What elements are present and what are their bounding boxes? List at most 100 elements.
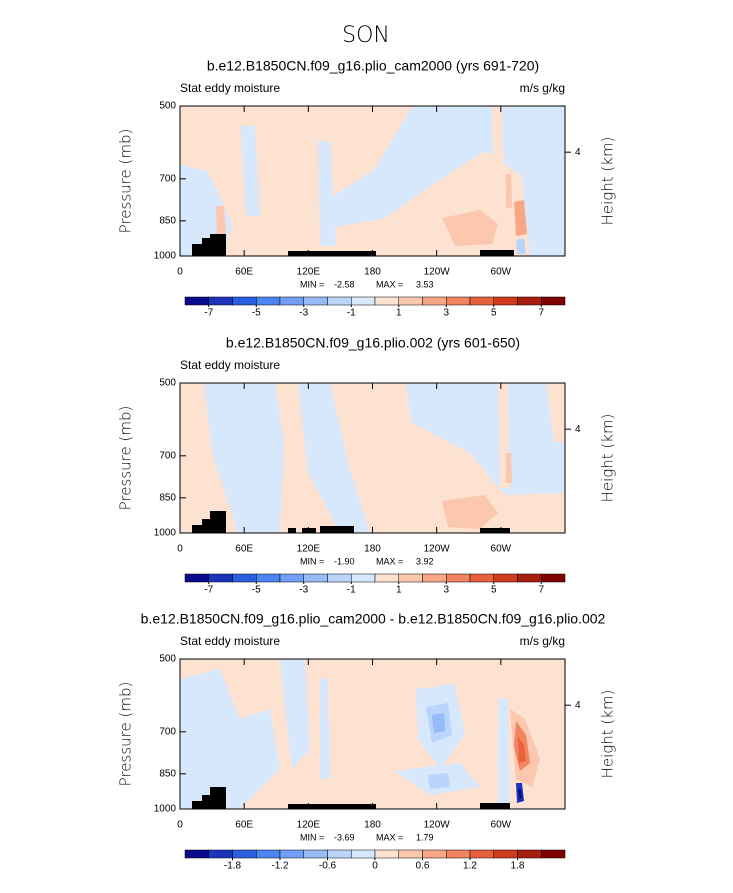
colorbar-tick-label: -3 — [299, 308, 308, 319]
colorbar-box — [374, 296, 399, 306]
x-tick-label: 60E — [235, 267, 253, 278]
contour-fill — [514, 200, 527, 236]
colorbar-box — [541, 849, 566, 859]
colorbar-box — [184, 573, 209, 583]
y-tick-label: 500 — [159, 378, 176, 389]
colorbar-box — [541, 573, 566, 583]
colorbar-tick-label: -1 — [347, 585, 356, 596]
contour-fill — [498, 699, 510, 809]
y2-axis-label: Height (km) — [599, 137, 617, 226]
colorbar-tick-label: 0 — [372, 861, 378, 872]
topography — [480, 528, 510, 533]
colorbar-box — [351, 573, 376, 583]
y2-axis-label: Height (km) — [599, 690, 617, 779]
colorbar-box — [469, 849, 494, 859]
colorbar-box — [446, 573, 471, 583]
colorbar-box — [208, 849, 233, 859]
colorbar-tick-label: -1.2 — [271, 861, 289, 872]
panel-title: b.e12.B1850CN.f09_g16.plio.002 (yrs 601-… — [226, 335, 520, 351]
x-tick-label: 60E — [235, 820, 253, 831]
x-tick-label: 120W — [424, 820, 451, 831]
colorbar-tick-label: 3 — [443, 308, 449, 319]
panel: b.e12.B1850CN.f09_g16.plio_cam2000 - b.e… — [117, 611, 617, 872]
colorbar-tick-label: 1 — [396, 308, 402, 319]
colorbar-box — [327, 849, 352, 859]
colorbar-box — [303, 573, 328, 583]
colorbar-tick-label: 5 — [491, 585, 497, 596]
contour-fill — [516, 238, 526, 254]
contour-fill — [240, 126, 260, 216]
colorbar-box — [517, 296, 542, 306]
right-label: m/s g/kg — [520, 634, 565, 648]
colorbar-box — [469, 296, 494, 306]
contour-fill — [506, 453, 512, 483]
left-label: Stat eddy moisture — [180, 358, 280, 372]
contour-fill — [320, 679, 330, 779]
stat-value: -3.69 — [334, 832, 355, 842]
topography — [302, 528, 316, 533]
colorbar-tick-label: -5 — [252, 585, 261, 596]
colorbar-tick-label: 1 — [396, 585, 402, 596]
y-axis-label: Pressure (mb) — [117, 129, 135, 234]
x-tick-label: 120E — [297, 544, 321, 555]
colorbar-box — [279, 573, 304, 583]
x-tick-label: 60E — [235, 544, 253, 555]
x-tick-label: 180 — [364, 820, 381, 831]
colorbar-tick-label: -1.8 — [224, 861, 242, 872]
topography — [202, 519, 210, 533]
stat-value: 1.79 — [416, 832, 434, 842]
colorbar-tick-label: -3 — [299, 585, 308, 596]
y2-tick-label: 4 — [575, 147, 581, 158]
colorbar-box — [422, 296, 447, 306]
y-tick-label: 850 — [159, 215, 176, 226]
colorbar-box — [256, 849, 281, 859]
stat-label: MIN = — [300, 832, 324, 842]
stat-label: MAX = — [376, 832, 403, 842]
plot-area — [180, 383, 565, 533]
topography — [480, 803, 510, 809]
y-tick-label: 850 — [159, 768, 176, 779]
colorbar-box — [517, 573, 542, 583]
x-tick-label: 0 — [177, 267, 183, 278]
contour-fill — [506, 174, 512, 208]
x-tick-label: 120W — [424, 267, 451, 278]
y-tick-label: 700 — [159, 450, 176, 461]
y-tick-label: 850 — [159, 492, 176, 503]
topography — [202, 795, 210, 809]
x-tick-label: 120E — [297, 267, 321, 278]
stat-label: MIN = — [300, 556, 324, 566]
contour-fill — [442, 495, 498, 529]
colorbar-box — [232, 849, 257, 859]
y-tick-label: 1000 — [154, 251, 177, 262]
y-axis-label: Pressure (mb) — [117, 406, 135, 511]
colorbar-box — [232, 573, 257, 583]
contour-fill — [180, 669, 280, 809]
contour-fill — [216, 206, 226, 236]
stat-label: MAX = — [376, 279, 403, 289]
panel: b.e12.B1850CN.f09_g16.plio_cam2000 (yrs … — [117, 58, 617, 319]
y-axis-label: Pressure (mb) — [117, 682, 135, 787]
stat-value: -1.90 — [334, 556, 355, 566]
colorbar-box — [279, 296, 304, 306]
x-tick-label: 180 — [364, 267, 381, 278]
y-tick-label: 1000 — [154, 528, 177, 539]
contour-fill — [326, 106, 565, 256]
x-tick-label: 60W — [491, 820, 512, 831]
colorbar-tick-label: 7 — [538, 585, 544, 596]
topography — [192, 244, 202, 256]
topography — [202, 238, 210, 256]
colorbar-tick-label: 5 — [491, 308, 497, 319]
colorbar-box — [374, 573, 399, 583]
colorbar-tick-label: 7 — [538, 308, 544, 319]
x-tick-label: 0 — [177, 544, 183, 555]
colorbar-box — [208, 296, 233, 306]
colorbar-tick-label: 0.6 — [416, 861, 430, 872]
colorbar-tick-label: -7 — [204, 308, 213, 319]
topography — [210, 234, 226, 256]
colorbar-tick-label: 1.8 — [511, 861, 525, 872]
colorbar-box — [541, 296, 566, 306]
topography — [288, 804, 376, 809]
colorbar-tick-label: -1 — [347, 308, 356, 319]
y2-tick-label: 4 — [575, 424, 581, 435]
topography — [210, 511, 226, 533]
